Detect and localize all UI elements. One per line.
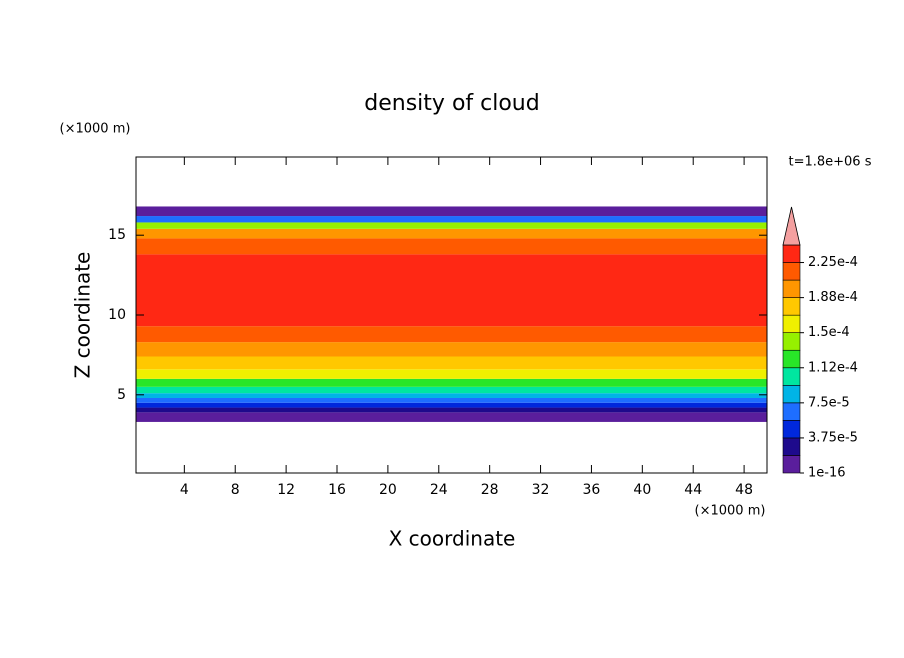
- density-band: [136, 412, 767, 422]
- x-tick-label: 48: [735, 482, 753, 498]
- density-band: [136, 393, 767, 398]
- x-tick-label: 20: [379, 482, 397, 498]
- density-band: [136, 254, 767, 327]
- field: [136, 206, 767, 422]
- colorbar-box: [782, 314, 801, 333]
- x-tick-label: 4: [180, 482, 189, 498]
- colorbar-box: [782, 367, 801, 386]
- density-band: [136, 206, 767, 217]
- time-label: t=1.8e+06 s: [788, 155, 871, 170]
- density-band: [136, 356, 767, 370]
- colorbar-tick-label: 1.5e-4: [808, 325, 850, 340]
- density-band: [136, 402, 767, 408]
- colorbar-over-arrow: [782, 206, 801, 246]
- colorbar-box: [782, 385, 801, 404]
- colorbar-box: [782, 455, 801, 474]
- colorbar-tick-label: 1.12e-4: [808, 360, 858, 375]
- density-band: [136, 228, 767, 239]
- x-axis-label: X coordinate: [389, 527, 516, 551]
- chart-title: density of cloud: [364, 91, 539, 116]
- colorbar-tick-label: 1e-16: [808, 466, 846, 481]
- density-band: [136, 378, 767, 387]
- y-tick-label: 5: [117, 387, 126, 403]
- density-band: [136, 238, 767, 255]
- x-tick-label: 40: [633, 482, 651, 498]
- density-band: [136, 342, 767, 357]
- x-tick-label: 36: [583, 482, 601, 498]
- colorbar-box: [782, 262, 801, 281]
- x-tick-label: 24: [430, 482, 448, 498]
- colorbar-box: [782, 437, 801, 456]
- colorbar-tick-label: 7.5e-5: [808, 395, 850, 410]
- x-unit: (×1000 m): [695, 504, 766, 519]
- x-tick-label: 28: [481, 482, 499, 498]
- y-tick-label: 15: [108, 227, 126, 243]
- density-band: [136, 386, 767, 394]
- colorbar-tick-label: 2.25e-4: [808, 255, 858, 270]
- colorbar-tick-label: 3.75e-5: [808, 430, 858, 445]
- density-band: [136, 369, 767, 379]
- density-band: [136, 222, 767, 229]
- colorbar-box: [782, 297, 801, 316]
- density-band: [136, 326, 767, 343]
- colorbar-tick-label: 1.88e-4: [808, 290, 858, 305]
- colorbar-box: [782, 402, 801, 421]
- y-tick-label: 10: [108, 307, 126, 323]
- x-tick-label: 12: [277, 482, 295, 498]
- colorbar-box: [782, 332, 801, 351]
- x-tick-label: 32: [532, 482, 550, 498]
- density-band: [136, 407, 767, 413]
- x-tick-label: 16: [328, 482, 346, 498]
- colorbar-box: [782, 244, 801, 263]
- x-tick-label: 44: [684, 482, 702, 498]
- x-tick-label: 8: [231, 482, 240, 498]
- colorbar-box: [782, 279, 801, 298]
- density-band: [136, 397, 767, 403]
- colorbar-box: [782, 349, 801, 369]
- colorbar-box: [782, 420, 801, 439]
- y-axis-label: Z coordinate: [71, 252, 95, 379]
- density-band: [136, 216, 767, 223]
- y-unit: (×1000 m): [60, 122, 131, 137]
